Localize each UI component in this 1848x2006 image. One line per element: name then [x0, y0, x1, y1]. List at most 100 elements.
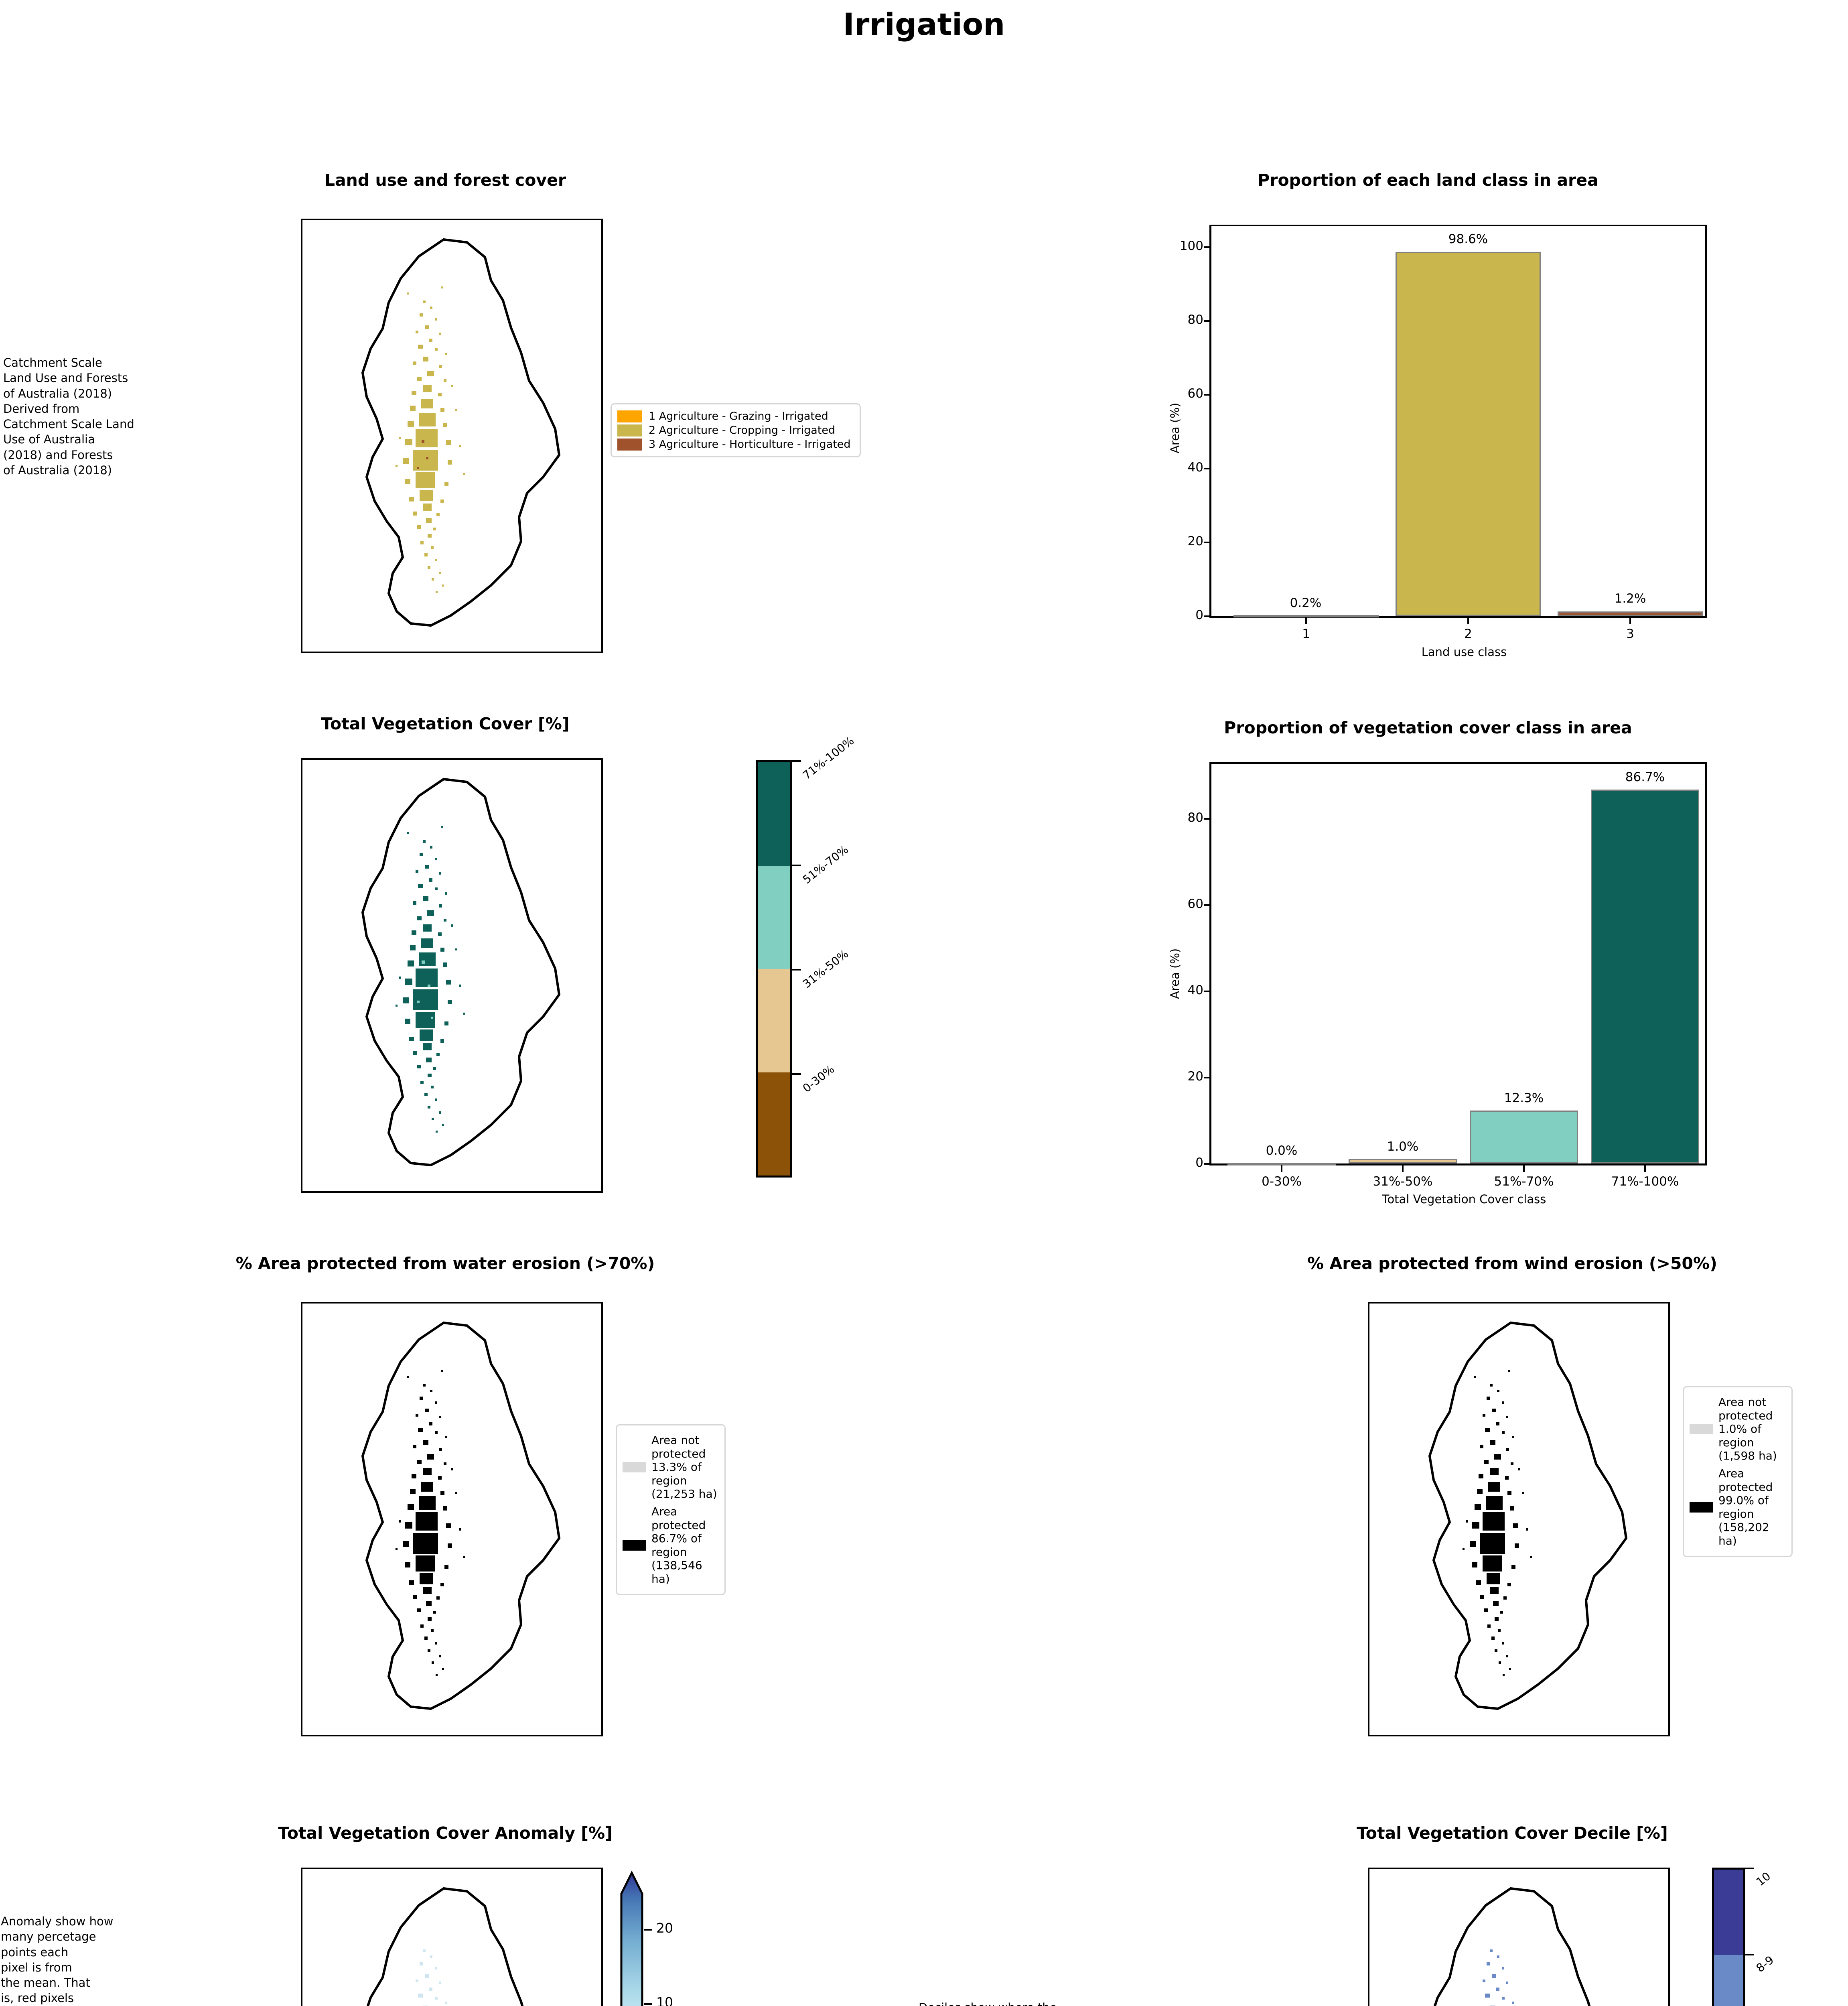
x-tick-veg-3: 71%-100%: [1611, 1174, 1679, 1189]
y-tickmark: [1204, 818, 1210, 820]
y-tickmark: [1204, 394, 1210, 396]
legend-label: 1 Agriculture - Grazing - Irrigated: [649, 410, 828, 422]
wind-erosion-legend: Area not protected 1.0% of region (1,598…: [1683, 1386, 1793, 1557]
y-tick-40: 40: [1187, 983, 1203, 997]
cbar-tickmark: [792, 1073, 801, 1075]
anomaly-map-svg: [366, 1887, 524, 2006]
decile-map-svg: [1433, 1887, 1591, 2006]
protected-pixels: [1463, 1370, 1532, 1676]
cbar-segment-10: [1714, 1870, 1743, 1955]
y-axis: [1209, 225, 1211, 618]
veg-pixels: [396, 826, 465, 1133]
legend-item: Area protected 86.7% of region (138,546 …: [623, 1505, 719, 1586]
catchment-outline: [366, 1887, 524, 2006]
y-tickmark: [1204, 1077, 1210, 1078]
water-erosion-map: [301, 1302, 603, 1736]
wind-erosion-title: % Area protected from wind erosion (>50%…: [1307, 1254, 1717, 1273]
x-tick-veg-2: 51%-70%: [1494, 1174, 1554, 1189]
legend-item: Area not protected 1.0% of region (1,598…: [1690, 1395, 1786, 1463]
x-tick-1: 1: [1302, 627, 1310, 641]
bar-veg-51-70: [1470, 1111, 1578, 1163]
y-tick-20: 20: [1187, 1069, 1203, 1084]
bar-label-2: 98.6%: [1448, 232, 1488, 246]
x-tickmark: [1305, 617, 1307, 624]
plot-right-spine: [1705, 225, 1707, 618]
x-axis-title: Total Vegetation Cover class: [1382, 1192, 1546, 1206]
decile-label-8-9: 8-9: [1753, 1953, 1777, 1975]
veg-map-title: Total Vegetation Cover [%]: [321, 714, 570, 733]
x-tickmark: [1644, 1165, 1646, 1172]
y-tick-0: 0: [1195, 608, 1203, 622]
cbar-tickmark: [1745, 1954, 1754, 1955]
cbar-segment-0-30: [758, 1072, 790, 1176]
wind-erosion-map-svg: [1428, 1321, 1628, 1710]
y-tickmark: [1204, 246, 1210, 248]
catchment-outline: [1428, 1321, 1628, 1710]
cbar-segment-31-50: [758, 969, 790, 1072]
veg-pixels-mid: [417, 960, 433, 1019]
bar-label-1: 0.2%: [1290, 596, 1322, 610]
cbar-tickmark: [644, 2003, 652, 2005]
landuse-source-note: Catchment Scale Land Use and Forests of …: [3, 356, 134, 477]
bar-class-2: [1396, 252, 1541, 616]
legend-item: Area not protected 13.3% of region (21,2…: [623, 1433, 719, 1501]
landuse-map: [301, 219, 603, 653]
veg-chart-title: Proportion of vegetation cover class in …: [1224, 718, 1632, 737]
landuse-pixels-horticulture: [417, 440, 428, 469]
x-tickmark: [1523, 1165, 1525, 1172]
x-tickmark: [1281, 1165, 1282, 1172]
x-tick-2: 2: [1464, 627, 1472, 641]
veg-map-svg: [361, 778, 561, 1167]
y-tickmark: [1204, 904, 1210, 906]
y-tickmark: [1204, 320, 1210, 322]
legend-swatch-icon: [1690, 1423, 1713, 1434]
y-tick-80: 80: [1187, 313, 1203, 327]
decile-label-10: 10: [1753, 1869, 1773, 1889]
cbar-label-51-70: 51%-70%: [800, 843, 851, 887]
decile-map: [1368, 1868, 1670, 2006]
legend-item: 2 Agriculture - Cropping - Irrigated: [617, 424, 854, 437]
cbar-tickmark: [792, 865, 801, 866]
x-tickmark: [1629, 617, 1631, 624]
x-tick-veg-0: 0-30%: [1262, 1174, 1302, 1189]
legend-swatch-icon: [1690, 1502, 1713, 1513]
cbar-tickmark: [792, 969, 801, 971]
legend-swatch-icon: [617, 424, 642, 437]
y-tickmark: [1204, 1163, 1210, 1165]
plot-right-spine: [1705, 762, 1707, 1165]
plot-top-spine: [1209, 225, 1707, 226]
legend-swatch-icon: [617, 410, 642, 422]
bar-class-3: [1558, 611, 1703, 616]
cbar-segment-8-9: [1714, 1955, 1743, 2006]
x-tickmark: [1467, 617, 1469, 624]
decile-colorbar: [1712, 1868, 1745, 2006]
legend-label: Area not protected 1.0% of region (1,598…: [1718, 1395, 1777, 1463]
legend-label: Area protected 86.7% of region (138,546 …: [651, 1504, 706, 1586]
cbar-label-31-50: 31%-50%: [800, 947, 851, 991]
landuse-map-svg: [361, 238, 561, 627]
y-tick-60: 60: [1187, 386, 1203, 401]
cbar-segment-51-70: [758, 865, 790, 969]
y-tick-80: 80: [1187, 810, 1203, 825]
decile-pixels: [1483, 1949, 1514, 2006]
bar-label-veg-51-70: 12.3%: [1504, 1091, 1544, 1105]
bar-veg-71-100: [1591, 790, 1699, 1163]
landuse-map-title: Land use and forest cover: [324, 171, 566, 190]
y-tickmark: [1204, 468, 1210, 469]
landuse-bar-chart: 0 20 40 60 80 100 Area (%) 0.2% 98.6% 1.…: [1168, 225, 1709, 659]
page-title: Irrigation: [843, 6, 1005, 42]
y-axis-title: Area (%): [1168, 402, 1182, 453]
anomaly-colorbar-svg: [620, 1870, 643, 2006]
x-axis: [1209, 616, 1707, 618]
water-erosion-legend: Area not protected 13.3% of region (21,2…: [616, 1424, 726, 1595]
cbar-segment-71-100: [758, 762, 790, 866]
cbar-label-0-30: 0-30%: [800, 1062, 837, 1095]
legend-label: 3 Agriculture - Horticulture - Irrigated: [649, 438, 851, 451]
bar-label-veg-71-100: 86.7%: [1625, 770, 1665, 784]
legend-item: 1 Agriculture - Grazing - Irrigated: [617, 410, 854, 422]
bar-label-veg-0-30: 0.0%: [1266, 1143, 1298, 1158]
cbar-tickmark: [792, 760, 801, 762]
decile-title: Total Vegetation Cover Decile [%]: [1357, 1823, 1668, 1843]
landuse-legend: 1 Agriculture - Grazing - Irrigated 2 Ag…: [611, 403, 861, 457]
y-tickmark: [1204, 991, 1210, 992]
